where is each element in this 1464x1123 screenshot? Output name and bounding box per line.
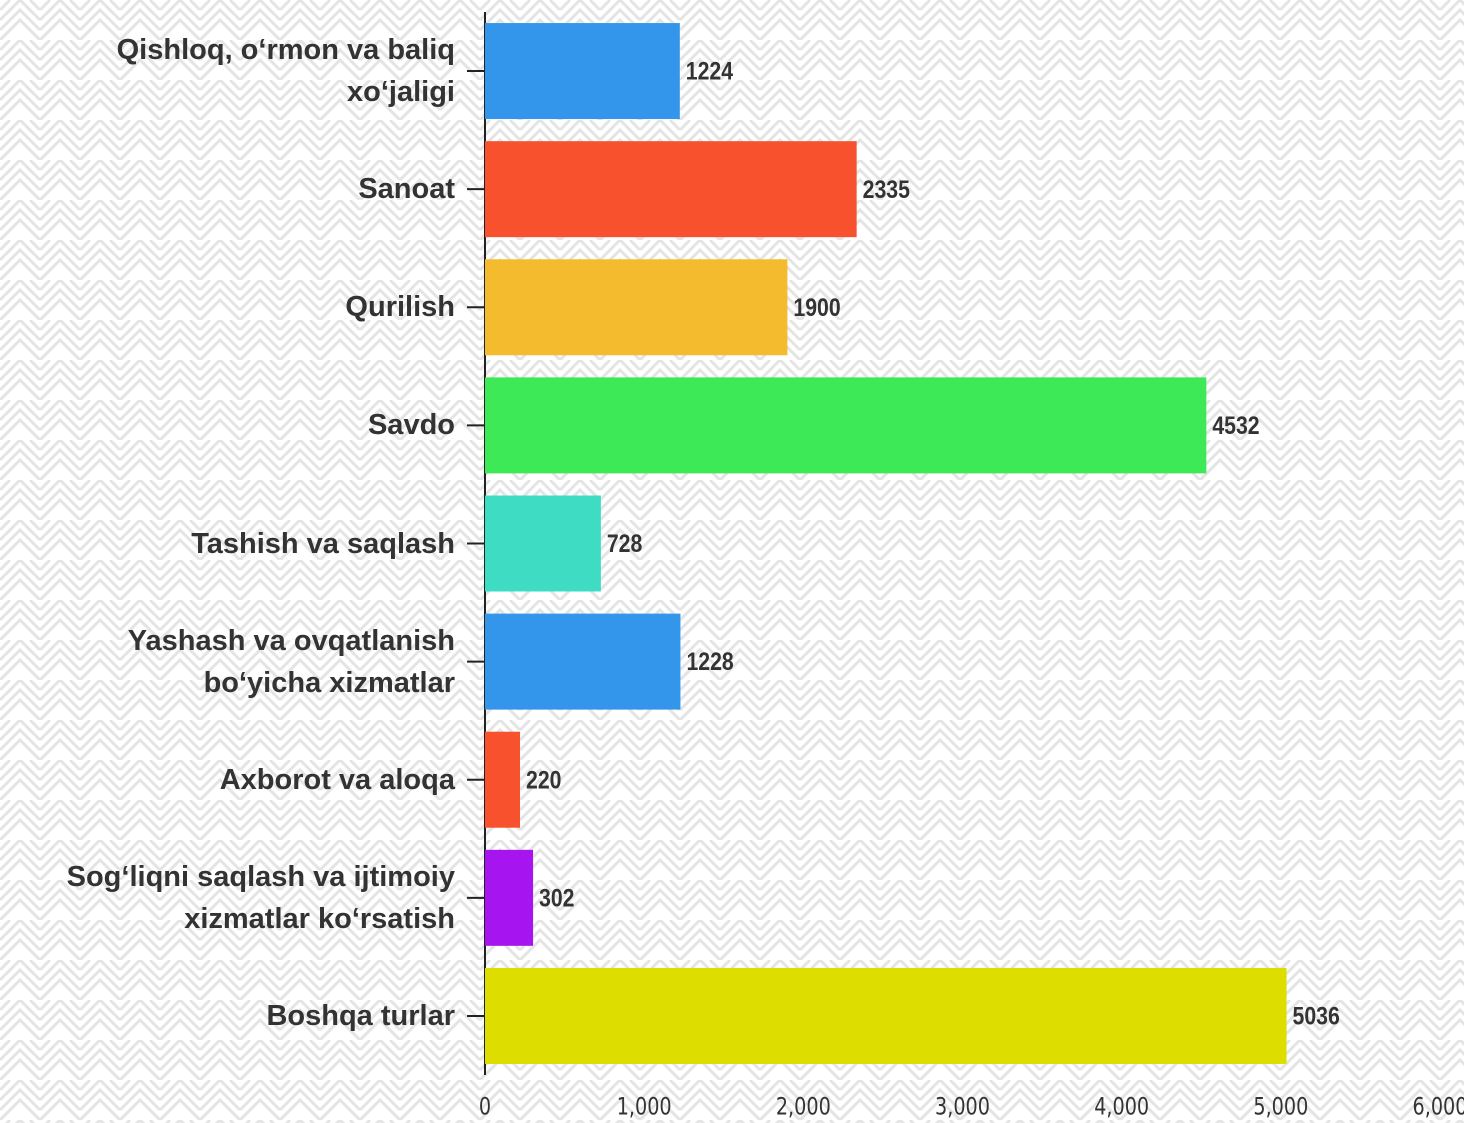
x-tick-label: 2,000 (776, 1094, 831, 1122)
category-label: Yashash va ovqatlanish bo‘yicha xizmatla… (127, 624, 455, 699)
value-label: 220 (526, 766, 561, 794)
value-label: 1224 (686, 57, 733, 85)
bar (485, 23, 680, 120)
value-label: 1900 (793, 293, 840, 321)
value-label: 4532 (1212, 411, 1259, 439)
category-label: Axborot va aloqa (219, 763, 455, 796)
bar (485, 731, 521, 828)
category-label: Sog‘liqni saqlash va ijtimoiy xizmatlar … (66, 860, 455, 935)
bar (485, 849, 534, 946)
value-label: 1228 (686, 648, 733, 676)
category-label: Qishloq, o‘rmon va baliq xo‘jaligi (116, 34, 455, 109)
bar (485, 967, 1287, 1064)
x-tick-label: 6,000 (1413, 1094, 1464, 1122)
category-label: Boshqa turlar (266, 999, 455, 1032)
bar (485, 141, 857, 238)
value-label: 302 (539, 884, 574, 912)
category-label: Sanoat (358, 173, 455, 206)
x-tick-label: 4,000 (1094, 1094, 1149, 1122)
bar (485, 259, 788, 356)
category-label: Savdo (367, 409, 455, 442)
x-tick-label: 5,000 (1253, 1094, 1308, 1122)
category-label: Tashish va saqlash (191, 527, 455, 560)
bar (485, 613, 681, 710)
bar (485, 495, 601, 592)
bar (485, 377, 1207, 474)
value-label: 728 (607, 529, 643, 557)
x-tick-label: 0 (479, 1094, 491, 1122)
x-tick-label: 1,000 (617, 1094, 672, 1122)
category-label: Qurilish (345, 291, 455, 324)
x-tick-label: 3,000 (935, 1094, 990, 1122)
value-label: 2335 (863, 175, 910, 203)
value-label: 5036 (1293, 1002, 1340, 1030)
